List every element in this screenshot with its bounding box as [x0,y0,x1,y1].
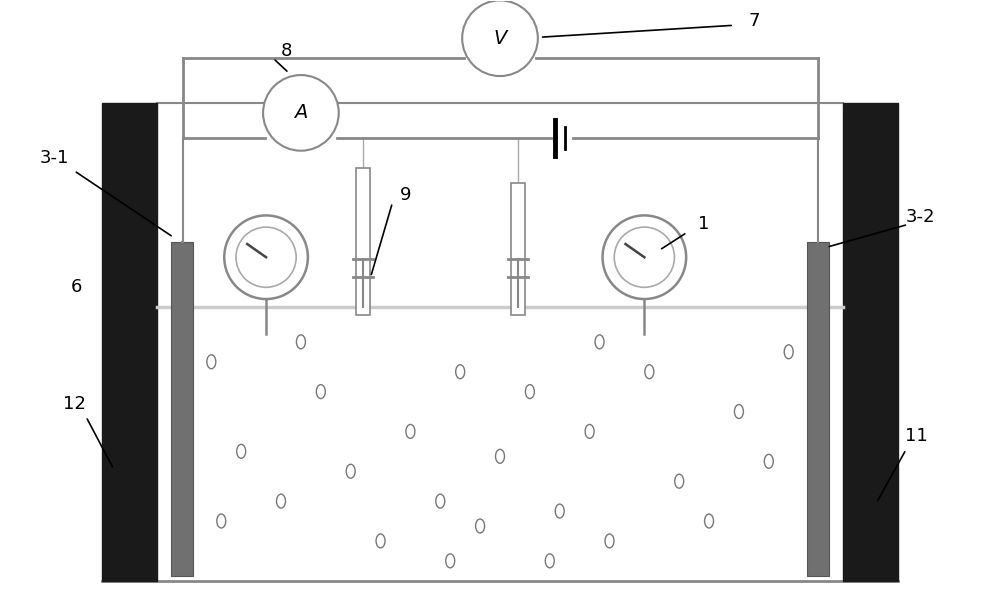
Bar [171,242,193,576]
Circle shape [224,215,308,299]
Circle shape [462,1,538,76]
Text: A: A [294,103,308,122]
Bar [102,103,157,581]
Circle shape [236,227,296,287]
Text: 12: 12 [63,395,85,412]
Bar [511,182,525,315]
Text: V: V [493,29,507,48]
Circle shape [263,75,339,151]
Text: 9: 9 [400,185,411,204]
Text: 1: 1 [698,215,710,233]
Text: 8: 8 [280,42,292,60]
Circle shape [614,227,674,287]
Bar [843,103,898,581]
Text: 11: 11 [905,427,927,446]
Text: 3-2: 3-2 [905,209,935,226]
Circle shape [603,215,686,299]
Text: 3-1: 3-1 [39,149,69,166]
Bar [356,168,370,315]
Text: 7: 7 [748,12,760,31]
Bar [807,242,829,576]
Text: 6: 6 [71,278,83,296]
